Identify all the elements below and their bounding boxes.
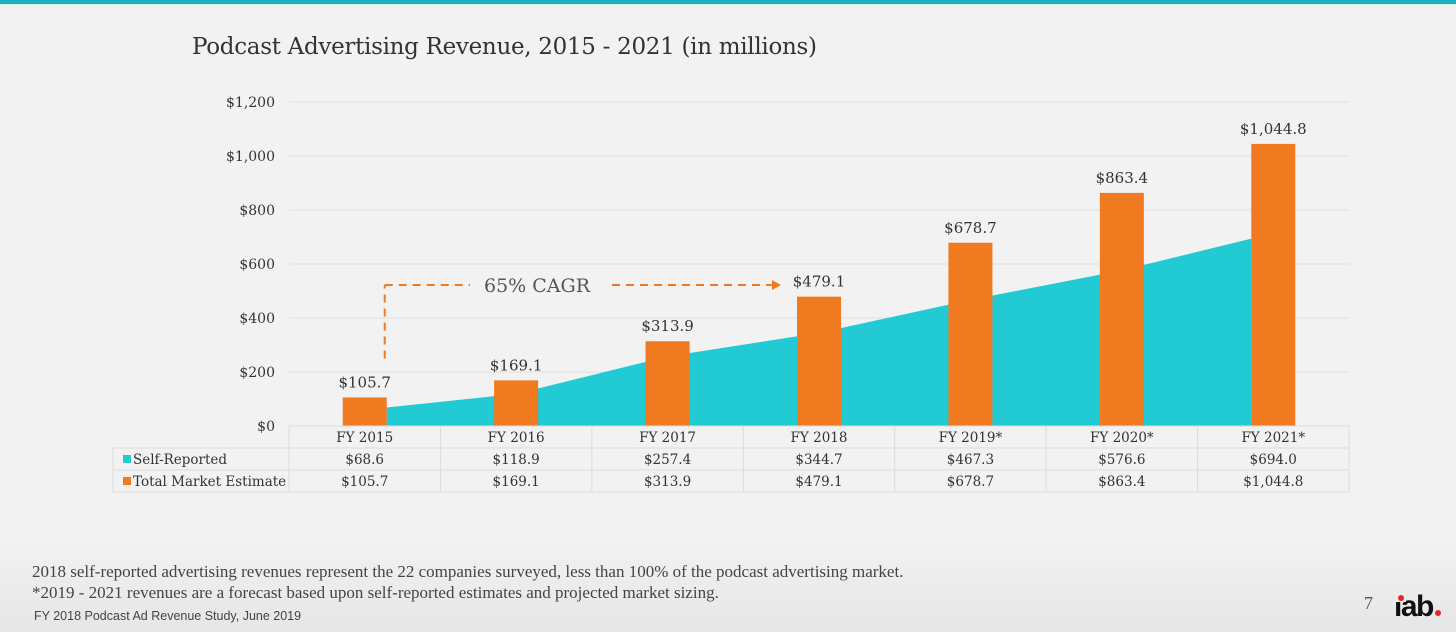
bar-2020 <box>1099 192 1144 426</box>
data-table: FY 2015 FY 2016 FY 2017 FY 2018 FY 2019* FY 2… <box>112 425 1350 493</box>
bar-data-labels: $105.7 $169.1 $313.9 $479.1 $678.7 $863.4 $1,0… <box>338 120 1306 392</box>
table-cell: $169.1 <box>493 474 540 490</box>
y-tick-label: $0 <box>257 419 275 435</box>
table-cell: $467.3 <box>947 452 994 468</box>
y-tick-label: $600 <box>239 257 275 273</box>
top-accent-line <box>0 4 1456 5</box>
chart-title: Podcast Advertising Revenue, 2015 - 2021… <box>192 34 817 60</box>
self-reported-area <box>386 238 1252 426</box>
table-cell: $68.6 <box>345 452 384 468</box>
table-cell: $678.7 <box>947 474 994 490</box>
table-cell: $694.0 <box>1250 452 1297 468</box>
table-category-label: FY 2016 <box>488 430 545 446</box>
bar-value-label: $1,044.8 <box>1240 120 1307 138</box>
table-cell: $479.1 <box>795 474 842 490</box>
bar-2016 <box>494 380 539 426</box>
table-category-label: FY 2021* <box>1241 430 1305 446</box>
bar-2018 <box>797 296 841 426</box>
table-category-label: FY 2017 <box>639 430 696 446</box>
table-cell: $118.9 <box>493 452 540 468</box>
footnote-2: *2019 - 2021 revenues are a forecast bas… <box>32 583 719 602</box>
bar-value-label: $479.1 <box>793 273 846 291</box>
iab-logo: iab <box>1394 592 1441 622</box>
y-axis-ticks: $0 $200 $400 $600 $800 $1,000 $1,200 <box>226 95 275 435</box>
table-cell: $863.4 <box>1098 474 1145 490</box>
total-market-bars <box>342 143 1296 427</box>
legend-label: Self-Reported <box>133 452 227 468</box>
cagr-arrowhead-icon <box>772 280 781 291</box>
legend-label: Total Market Estimate <box>133 474 286 490</box>
source-note: FY 2018 Podcast Ad Revenue Study, June 2… <box>34 609 302 623</box>
y-tick-label: $1,200 <box>226 95 275 111</box>
bar-2015 <box>342 397 387 426</box>
table-cell: $576.6 <box>1098 452 1145 468</box>
y-tick-label: $400 <box>239 311 275 327</box>
table-cell: $105.7 <box>341 474 388 490</box>
legend-swatch-total-market-icon <box>123 477 131 485</box>
bar-value-label: $169.1 <box>490 356 543 374</box>
top-accent-bar <box>0 0 1456 4</box>
logo-dot-icon <box>1434 610 1441 616</box>
table-category-label: FY 2020* <box>1090 430 1154 446</box>
cagr-label: 65% CAGR <box>484 275 591 297</box>
bar-2021 <box>1251 143 1296 427</box>
self-reported-area-shape <box>386 238 1252 426</box>
bar-2017 <box>645 341 690 426</box>
page-number: 7 <box>1364 593 1373 613</box>
table-category-label: FY 2015 <box>336 430 393 446</box>
bar-value-label: $105.7 <box>338 373 391 391</box>
footnote-1: 2018 self-reported advertising revenues … <box>32 562 904 581</box>
table-cell: $344.7 <box>795 452 842 468</box>
table-cell: $257.4 <box>644 452 691 468</box>
table-cell: $313.9 <box>644 474 691 490</box>
logo-i-dot-icon <box>1398 595 1404 601</box>
bar-value-label: $313.9 <box>641 317 694 335</box>
table-category-label: FY 2019* <box>939 430 1003 446</box>
footnotes: 2018 self-reported advertising revenues … <box>32 561 903 603</box>
table-category-label: FY 2018 <box>791 430 848 446</box>
bar-value-label: $678.7 <box>944 219 997 237</box>
chart: $0 $200 $400 $600 $800 $1,000 $1,200 $105.7 $16… <box>112 95 1350 493</box>
y-tick-label: $200 <box>239 365 275 381</box>
y-tick-label: $1,000 <box>226 149 275 165</box>
legend-swatch-self-reported-icon <box>123 455 131 463</box>
table-cell: $1,044.8 <box>1243 474 1303 490</box>
y-tick-label: $800 <box>239 203 275 219</box>
bar-value-label: $863.4 <box>1096 169 1149 187</box>
bar-2019 <box>948 242 993 426</box>
cagr-annotation: 65% CAGR <box>383 275 781 359</box>
